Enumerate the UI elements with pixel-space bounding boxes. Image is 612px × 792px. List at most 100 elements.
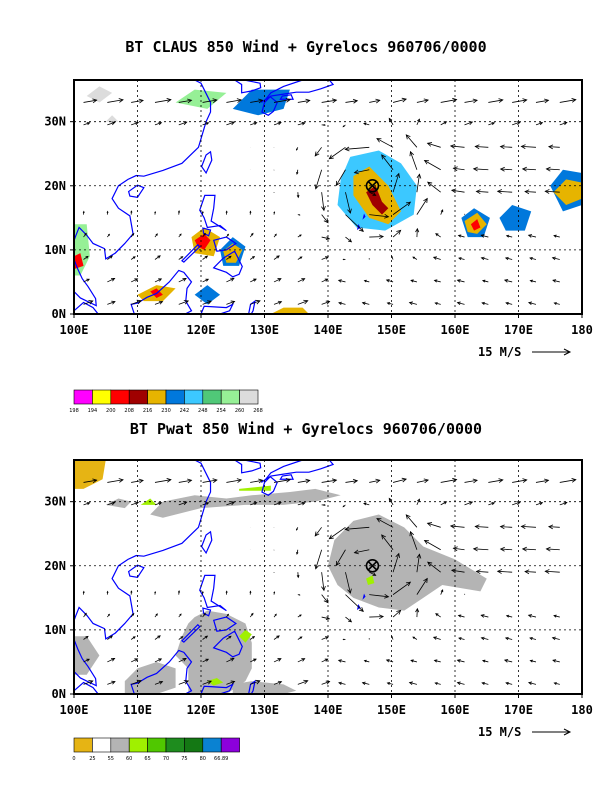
colorbar-swatch xyxy=(202,389,222,405)
coastline xyxy=(202,607,212,617)
x-tick-label: 160E xyxy=(441,323,470,337)
wind-vector xyxy=(178,256,184,260)
wind-vector xyxy=(381,534,394,550)
wind-vector xyxy=(154,121,163,126)
wind-vector xyxy=(553,682,560,685)
wind-vector xyxy=(107,680,116,685)
wind-vector xyxy=(202,300,212,305)
coastline xyxy=(199,194,227,232)
shaded-region xyxy=(74,460,106,489)
wind-vector xyxy=(273,478,291,483)
coastline xyxy=(200,683,235,694)
coastline xyxy=(202,227,212,237)
wind-vector xyxy=(423,160,441,171)
shaded-region xyxy=(366,575,375,586)
colorbar-label: 55 xyxy=(108,756,114,762)
wind-vector xyxy=(440,589,444,595)
wind-vector xyxy=(456,301,465,306)
colorbar-label: 60 xyxy=(126,756,132,762)
wind-vector xyxy=(416,173,422,193)
x-tick-label: 100E xyxy=(60,703,89,717)
coastline xyxy=(232,80,262,94)
wind-vector xyxy=(345,572,352,594)
wind-vector xyxy=(503,278,513,283)
map-panel-1: 100E 110E 120E 130E 140E 150E 160E 170E 180 0N 10N… xyxy=(44,79,593,359)
wind-vector xyxy=(296,572,300,579)
wind-vector xyxy=(412,256,418,260)
wind-vector xyxy=(296,527,299,531)
colorbar-label: 268 xyxy=(253,408,263,414)
wind-vector xyxy=(297,636,303,640)
wind-vector xyxy=(361,301,370,306)
y-tick-label: 10N xyxy=(44,243,66,257)
coastline xyxy=(232,460,262,474)
colorbar-label: 80 xyxy=(200,756,206,762)
y-tick-label: 20N xyxy=(44,179,66,193)
wind-vector xyxy=(505,681,513,685)
wind-vector xyxy=(450,568,465,574)
wind-vector xyxy=(529,257,537,261)
wind-vector xyxy=(154,591,157,595)
wind-vector xyxy=(273,121,282,126)
vector-reference-label: 15 M/S xyxy=(478,345,521,359)
wind-vector xyxy=(82,590,85,595)
wind-vector xyxy=(392,552,400,573)
wind-vector xyxy=(535,501,544,506)
wind-vector xyxy=(250,121,258,126)
x-tick-label: 140E xyxy=(314,323,343,337)
wind-vector xyxy=(369,478,381,484)
coastline xyxy=(212,236,237,252)
colorbar-swatch xyxy=(147,389,167,405)
colorbar-swatch xyxy=(92,389,112,405)
wind-vector xyxy=(529,637,537,641)
shaded-region xyxy=(105,498,132,509)
colorbar-swatch xyxy=(73,389,93,405)
wind-vector xyxy=(178,478,193,484)
wind-vector xyxy=(130,232,135,238)
wind-vector xyxy=(553,234,560,238)
wind-vector xyxy=(544,189,560,194)
wind-vector xyxy=(456,659,465,663)
colorbar-swatch xyxy=(128,737,148,753)
colorbar-swatch xyxy=(110,737,130,753)
colorbar-swatch xyxy=(184,737,204,753)
wind-vector xyxy=(297,299,309,305)
wind-vector xyxy=(392,97,407,103)
y-tick-label: 30N xyxy=(44,115,66,129)
wind-vector xyxy=(456,681,465,686)
shaded-region xyxy=(328,514,487,611)
panel-1-title: BT CLAUS 850 Wind + Gyrelocs 960706/0000 xyxy=(125,38,487,56)
wind-vector xyxy=(449,144,465,149)
wind-vector xyxy=(376,138,394,148)
wind-vector xyxy=(314,147,322,157)
wind-vector xyxy=(342,638,346,641)
wind-vector xyxy=(321,572,326,592)
wind-vector xyxy=(321,594,329,604)
wind-vector xyxy=(524,189,536,195)
wind-vector xyxy=(106,590,109,595)
wind-vector xyxy=(249,612,254,618)
wind-vector xyxy=(440,121,448,126)
wind-vector xyxy=(457,614,465,618)
wind-vector xyxy=(512,98,528,103)
wind-vector xyxy=(551,636,560,641)
wind-vector xyxy=(154,255,161,260)
wind-vector xyxy=(342,258,346,261)
wind-vector xyxy=(226,478,243,483)
wind-vector xyxy=(391,255,394,260)
wind-vector xyxy=(107,98,124,103)
wind-vector xyxy=(433,659,441,663)
wind-vector xyxy=(335,549,346,567)
coastline xyxy=(181,623,201,643)
wind-vector xyxy=(83,680,94,685)
wind-vector xyxy=(321,256,330,260)
wind-vector xyxy=(544,569,560,574)
vector-reference-label: 15 M/S xyxy=(478,725,521,739)
wind-vector xyxy=(201,590,204,595)
wind-vector xyxy=(178,613,182,618)
wind-vector xyxy=(130,612,135,618)
coastline xyxy=(181,243,201,263)
wind-vector xyxy=(154,300,164,305)
wind-vector xyxy=(353,169,370,175)
wind-vector xyxy=(83,121,91,126)
